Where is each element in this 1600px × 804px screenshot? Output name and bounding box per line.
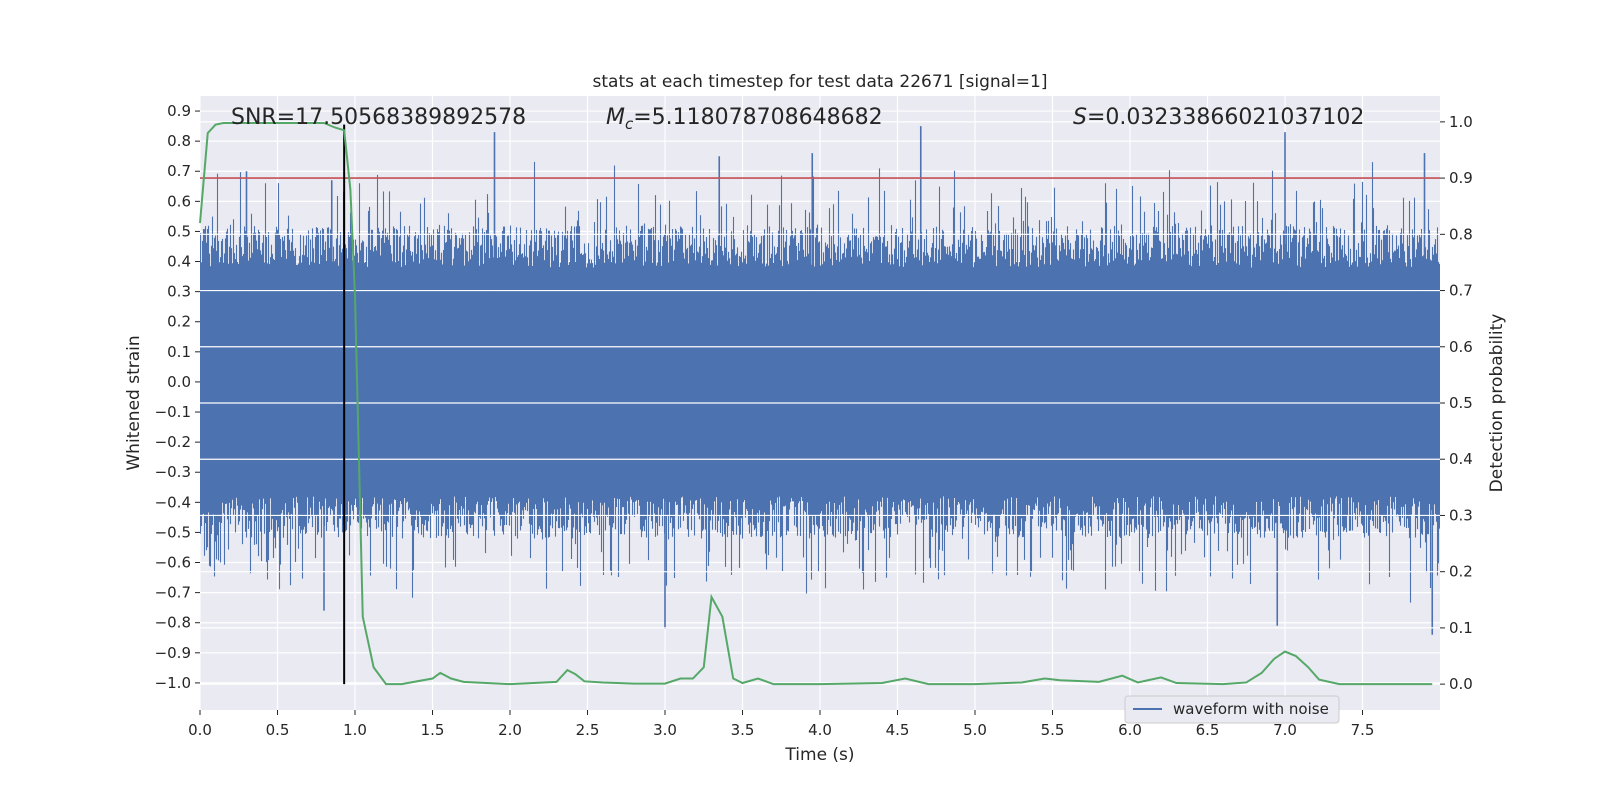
y-left-tick-label-11: −0.2	[155, 433, 191, 451]
x-tick-label-8: 4.0	[808, 721, 832, 739]
spin-value: =0.03233866021037102	[1087, 105, 1364, 130]
spin-annotation: S=0.03233866021037102	[1073, 105, 1364, 130]
y-left-tick-label-0: 0.9	[167, 102, 191, 120]
y-left-tick-label-18: −0.9	[155, 644, 191, 662]
probability-series-line	[199, 121, 1433, 686]
y-axis-right-ticks: 1.0 0.9 0.8 0.7 0.6 0.5 0.4 0.3 0.2 0.1 0.0	[1440, 113, 1473, 693]
y-left-tick-label-2: 0.7	[167, 162, 191, 180]
x-tick-label-14: 7.0	[1273, 721, 1297, 739]
y-right-tick-label-0: 1.0	[1449, 113, 1473, 131]
y-left-tick-label-19: −1.0	[155, 674, 191, 692]
y-left-tick-label-14: −0.5	[155, 523, 191, 541]
y-right-tick-label-8: 0.2	[1449, 563, 1473, 581]
x-tick-label-15: 7.5	[1351, 721, 1375, 739]
y-right-tick-label-6: 0.4	[1449, 450, 1473, 468]
x-tick-label-7: 3.5	[731, 721, 755, 739]
x-tick-label-9: 4.5	[886, 721, 910, 739]
chart-title: stats at each timestep for test data 226…	[593, 72, 1048, 92]
waveform-series	[200, 126, 1440, 635]
y-left-tick-label-10: −0.1	[155, 403, 191, 421]
legend: waveform with noise	[1124, 695, 1340, 724]
x-axis-ticks: 0.0 0.5 1.0 1.5 2.0 2.5 3.0 3.5 4.0 4.5 5.0 5.5 6.0 6…	[188, 710, 1374, 739]
x-tick-label-4: 2.0	[498, 721, 522, 739]
y-axis-right-label: Detection probability	[1487, 314, 1507, 493]
x-tick-label-3: 1.5	[421, 721, 445, 739]
waveform-noise-trace	[200, 161, 1440, 603]
x-tick-label-1: 0.5	[266, 721, 290, 739]
chirp-mass-annotation: Mc=5.118078708648682	[606, 105, 883, 133]
legend-box	[1124, 695, 1340, 724]
x-tick-label-6: 3.0	[653, 721, 677, 739]
y-left-tick-label-5: 0.4	[167, 253, 191, 271]
y-left-tick-label-9: 0.0	[167, 373, 191, 391]
y-left-tick-label-8: 0.1	[167, 343, 191, 361]
x-tick-label-11: 5.5	[1041, 721, 1065, 739]
y-left-tick-label-4: 0.5	[167, 222, 191, 240]
y-axis-left-ticks: 0.9 0.8 0.7 0.6 0.5 0.4 0.3 0.2 0.1 0.0 −0.1 −0.2 −0…	[155, 102, 200, 692]
x-axis-label: Time (s)	[784, 745, 854, 765]
y-left-tick-label-3: 0.6	[167, 192, 191, 210]
y-right-tick-label-4: 0.6	[1449, 338, 1473, 356]
x-tick-label-12: 6.0	[1118, 721, 1142, 739]
legend-label-waveform: waveform with noise	[1173, 700, 1329, 718]
y-right-tick-label-3: 0.7	[1449, 282, 1473, 300]
x-tick-label-2: 1.0	[343, 721, 367, 739]
y-right-tick-label-1: 0.9	[1449, 169, 1473, 187]
y-right-tick-label-7: 0.3	[1449, 506, 1473, 524]
chirp-mass-symbol: M	[606, 105, 625, 130]
y-axis-left-label: Whitened strain	[124, 335, 144, 470]
y-left-tick-label-1: 0.8	[167, 132, 191, 150]
x-tick-label-13: 6.5	[1196, 721, 1220, 739]
y-right-tick-label-2: 0.8	[1449, 225, 1473, 243]
y-left-tick-label-13: −0.4	[155, 493, 191, 511]
y-right-tick-label-5: 0.5	[1449, 394, 1473, 412]
y-left-tick-label-7: 0.2	[167, 313, 191, 331]
y-right-tick-label-9: 0.1	[1449, 619, 1473, 637]
y-left-tick-label-15: −0.6	[155, 554, 191, 572]
chirp-mass-value: =5.118078708648682	[633, 105, 882, 130]
grid-right	[200, 121, 1440, 685]
spin-symbol: S	[1073, 105, 1087, 130]
y-left-tick-label-6: 0.3	[167, 283, 191, 301]
y-left-tick-label-17: −0.8	[155, 614, 191, 632]
x-tick-label-5: 2.5	[576, 721, 600, 739]
y-left-tick-label-12: −0.3	[155, 463, 191, 481]
chirp-mass-subscript: c	[625, 115, 634, 133]
x-tick-label-10: 5.0	[963, 721, 987, 739]
y-right-tick-label-10: 0.0	[1449, 675, 1473, 693]
y-left-tick-label-16: −0.7	[155, 584, 191, 602]
x-tick-label-0: 0.0	[188, 721, 212, 739]
snr-annotation: SNR=17.50568389892578	[231, 105, 526, 130]
